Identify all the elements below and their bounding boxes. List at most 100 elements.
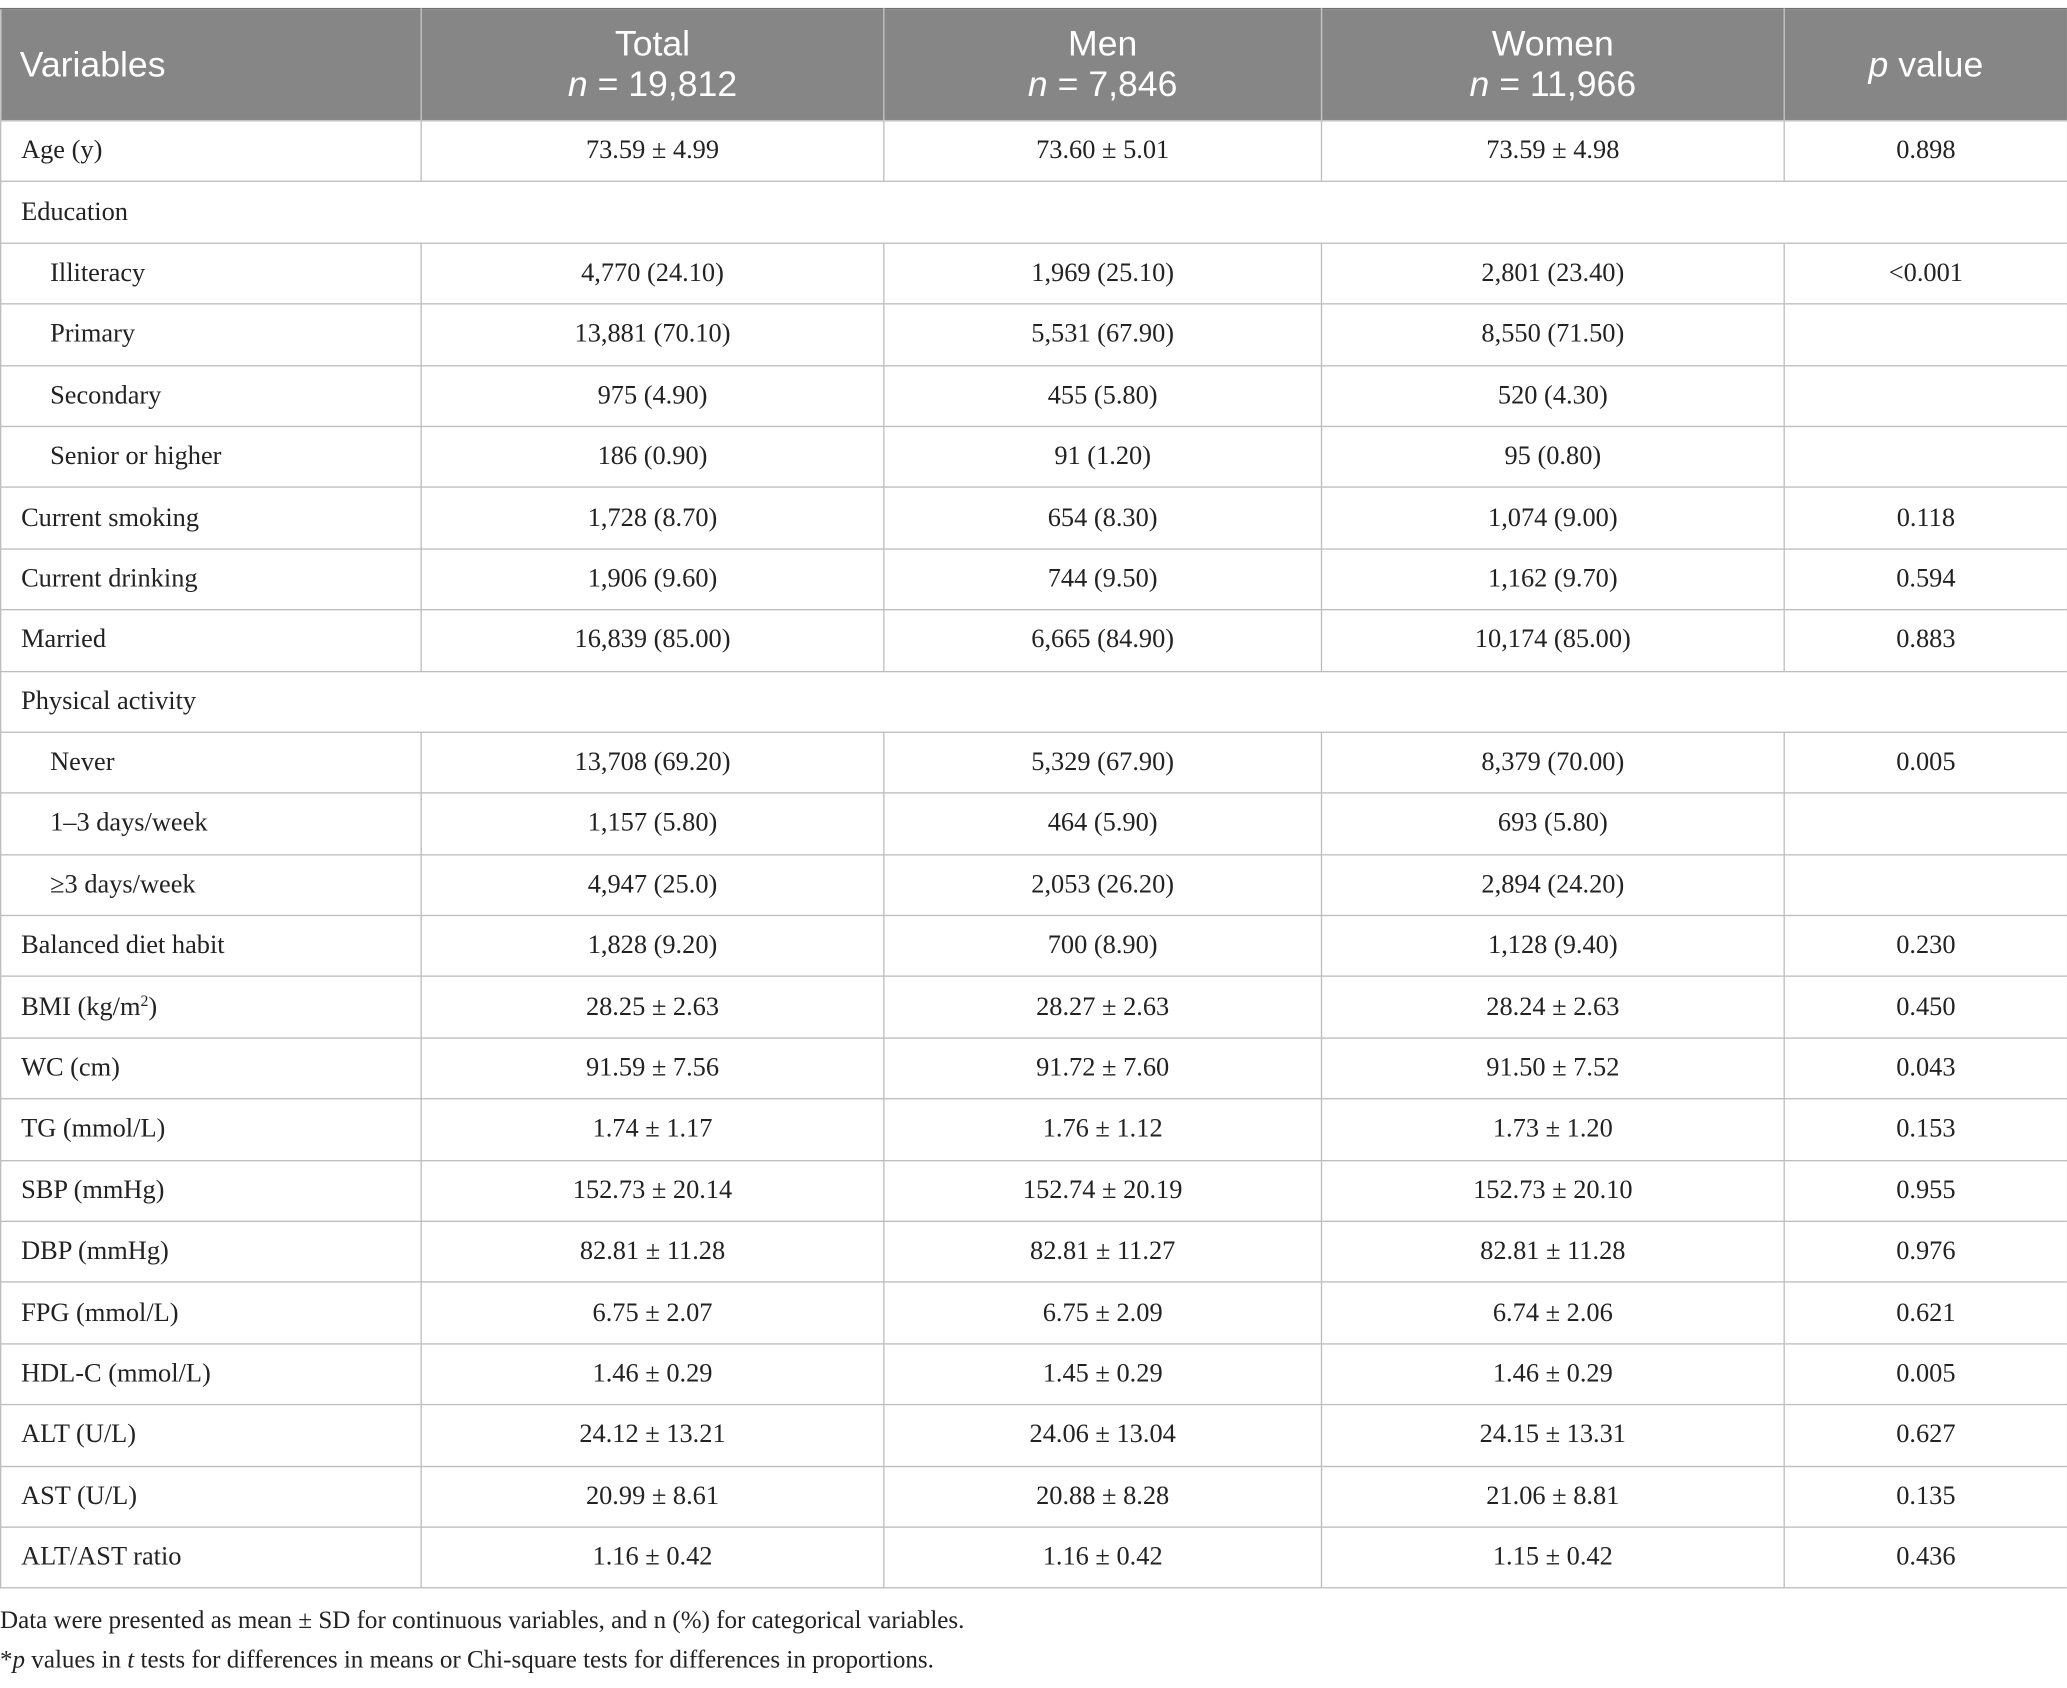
total-cell: 152.73 ± 20.14 — [420, 1159, 885, 1223]
table-row: HDL-C (mmol/L) 1.46 ± 0.29 1.45 ± 0.29 1.46… — [0, 1342, 2067, 1406]
variable-cell: Married — [0, 609, 422, 672]
p-value-cell: 0.135 — [1783, 1465, 2067, 1528]
total-cell: 1,906 (9.60) — [420, 548, 885, 611]
table-footnotes: Data were presented as mean ± SD for con… — [0, 1602, 2067, 1681]
p-value-cell — [1783, 853, 2067, 917]
women-cell: 91.50 ± 7.52 — [1320, 1037, 1785, 1100]
variable-cell: TG (mmol/L) — [0, 1098, 422, 1161]
variable-cell: Secondary — [0, 364, 422, 428]
total-cell: 20.99 ± 8.61 — [420, 1465, 885, 1528]
p-value-cell: <0.001 — [1783, 242, 2067, 305]
variable-cell: Current drinking — [0, 548, 422, 611]
p-value-cell: 0.043 — [1783, 1037, 2067, 1100]
total-cell: 24.12 ± 13.21 — [420, 1404, 885, 1467]
variable-cell: Age (y) — [0, 119, 422, 183]
table-body: Age (y) 73.59 ± 4.99 73.60 ± 5.01 73.59 ± 4… — [0, 119, 2067, 1589]
p-value-cell: 0.594 — [1783, 548, 2067, 611]
men-cell: 91 (1.20) — [883, 425, 1323, 489]
variable-cell: Balanced diet habit — [0, 914, 422, 978]
variable-cell: Illiteracy — [0, 242, 422, 305]
variable-cell: Senior or higher — [0, 425, 422, 489]
variable-cell: Never — [0, 731, 422, 794]
header-women: Women n = 11,966 — [1320, 7, 1785, 122]
table-row: BMI (kg/m2) 28.25 ± 2.63 28.27 ± 2.63 28.24… — [0, 976, 2067, 1039]
women-cell: 693 (5.80) — [1320, 792, 1785, 856]
women-cell: 520 (4.30) — [1320, 364, 1785, 428]
table-row: Illiteracy 4,770 (24.10) 1,969 (25.10) 2,80… — [0, 242, 2067, 305]
total-cell: 13,881 (70.10) — [420, 303, 885, 366]
table-row: WC (cm) 91.59 ± 7.56 91.72 ± 7.60 91.50 ± 7… — [0, 1037, 2067, 1100]
table-row: ≥3 days/week 4,947 (25.0) 2,053 (26.20) 2,8… — [0, 853, 2067, 917]
total-cell: 16,839 (85.00) — [420, 609, 885, 672]
section-label: Education — [0, 181, 2067, 244]
men-cell: 20.88 ± 8.28 — [883, 1465, 1323, 1528]
total-cell: 28.25 ± 2.63 — [420, 976, 885, 1039]
women-cell: 1.15 ± 0.42 — [1320, 1526, 1785, 1589]
variable-cell: AST (U/L) — [0, 1465, 422, 1528]
section-label: Physical activity — [0, 670, 2067, 733]
total-cell: 13,708 (69.20) — [420, 731, 885, 794]
variable-cell: HDL-C (mmol/L) — [0, 1342, 422, 1406]
table-row: ALT/AST ratio 1.16 ± 0.42 1.16 ± 0.42 1.15 … — [0, 1526, 2067, 1589]
header-men: Men n = 7,846 — [883, 7, 1323, 122]
table-row: Never 13,708 (69.20) 5,329 (67.90) 8,379 (7… — [0, 731, 2067, 794]
total-cell: 1,728 (8.70) — [420, 486, 885, 550]
women-cell: 24.15 ± 13.31 — [1320, 1404, 1785, 1467]
table-row: ALT (U/L) 24.12 ± 13.21 24.06 ± 13.04 24.15… — [0, 1404, 2067, 1467]
baseline-characteristics-table: Variables Total n = 19,812 Men n = 7,846… — [0, 7, 2067, 1589]
table-row: FPG (mmol/L) 6.75 ± 2.07 6.75 ± 2.09 6.74 ±… — [0, 1281, 2067, 1345]
total-cell: 1,828 (9.20) — [420, 914, 885, 978]
total-cell: 4,770 (24.10) — [420, 242, 885, 305]
total-cell: 82.81 ± 11.28 — [420, 1220, 885, 1284]
header-variables: Variables — [0, 7, 422, 122]
men-cell: 28.27 ± 2.63 — [883, 976, 1323, 1039]
men-cell: 1,969 (25.10) — [883, 242, 1323, 305]
footnote-tests: *p values in t tests for differences in … — [0, 1646, 934, 1675]
women-cell: 152.73 ± 20.10 — [1320, 1159, 1785, 1223]
p-value-cell — [1783, 792, 2067, 856]
variable-cell: DBP (mmHg) — [0, 1220, 422, 1284]
women-cell: 95 (0.80) — [1320, 425, 1785, 489]
men-cell: 152.74 ± 20.19 — [883, 1159, 1323, 1223]
p-value-cell: 0.621 — [1783, 1281, 2067, 1345]
header-total: Total n = 19,812 — [420, 7, 885, 122]
p-value-cell: 0.450 — [1783, 976, 2067, 1039]
men-cell: 6.75 ± 2.09 — [883, 1281, 1323, 1345]
women-cell: 6.74 ± 2.06 — [1320, 1281, 1785, 1345]
variable-cell: ≥3 days/week — [0, 853, 422, 917]
p-value-cell — [1783, 425, 2067, 489]
total-cell: 73.59 ± 4.99 — [420, 119, 885, 183]
section-row: Education — [0, 181, 2067, 244]
total-cell: 1,157 (5.80) — [420, 792, 885, 856]
men-cell: 654 (8.30) — [883, 486, 1323, 550]
p-value-cell: 0.627 — [1783, 1404, 2067, 1467]
total-cell: 91.59 ± 7.56 — [420, 1037, 885, 1100]
women-cell: 73.59 ± 4.98 — [1320, 119, 1785, 183]
footnote-data-presentation: Data were presented as mean ± SD for con… — [0, 1606, 965, 1635]
women-cell: 1,162 (9.70) — [1320, 548, 1785, 611]
women-cell: 1,128 (9.40) — [1320, 914, 1785, 978]
men-cell: 91.72 ± 7.60 — [883, 1037, 1323, 1100]
p-value-cell: 0.153 — [1783, 1098, 2067, 1161]
variable-cell: 1–3 days/week — [0, 792, 422, 856]
table-row: Age (y) 73.59 ± 4.99 73.60 ± 5.01 73.59 ± 4… — [0, 119, 2067, 183]
men-cell: 5,329 (67.90) — [883, 731, 1323, 794]
women-cell: 8,550 (71.50) — [1320, 303, 1785, 366]
men-cell: 5,531 (67.90) — [883, 303, 1323, 366]
table-row: Married 16,839 (85.00) 6,665 (84.90) 10,174… — [0, 609, 2067, 672]
women-cell: 82.81 ± 11.28 — [1320, 1220, 1785, 1284]
table-header: Variables Total n = 19,812 Men n = 7,846… — [0, 7, 2067, 122]
men-cell: 455 (5.80) — [883, 364, 1323, 428]
men-cell: 464 (5.90) — [883, 792, 1323, 856]
p-value-cell — [1783, 364, 2067, 428]
header-row: Variables Total n = 19,812 Men n = 7,846… — [0, 7, 2067, 122]
header-p-value: p value — [1783, 7, 2067, 122]
table-row: Current drinking 1,906 (9.60) 744 (9.50) 1,… — [0, 548, 2067, 611]
total-cell: 6.75 ± 2.07 — [420, 1281, 885, 1345]
variable-cell: ALT (U/L) — [0, 1404, 422, 1467]
table-row: Current smoking 1,728 (8.70) 654 (8.30) 1,0… — [0, 486, 2067, 550]
men-cell: 6,665 (84.90) — [883, 609, 1323, 672]
table-row: Senior or higher 186 (0.90) 91 (1.20) 95 (0… — [0, 425, 2067, 489]
men-cell: 24.06 ± 13.04 — [883, 1404, 1323, 1467]
